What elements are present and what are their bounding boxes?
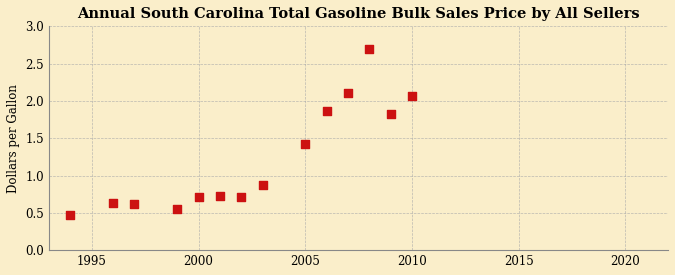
Point [129,202,140,206]
Point [385,112,396,117]
Point [236,195,246,199]
Point [321,109,332,114]
Point [108,201,119,205]
Y-axis label: Dollars per Gallon: Dollars per Gallon [7,84,20,193]
Point [193,195,204,199]
Point [215,194,225,199]
Point [300,142,310,146]
Point [171,207,182,211]
Point [406,94,417,98]
Point [257,183,268,188]
Point [65,213,76,217]
Title: Annual South Carolina Total Gasoline Bulk Sales Price by All Sellers: Annual South Carolina Total Gasoline Bul… [77,7,640,21]
Point [342,91,353,96]
Point [364,47,375,52]
